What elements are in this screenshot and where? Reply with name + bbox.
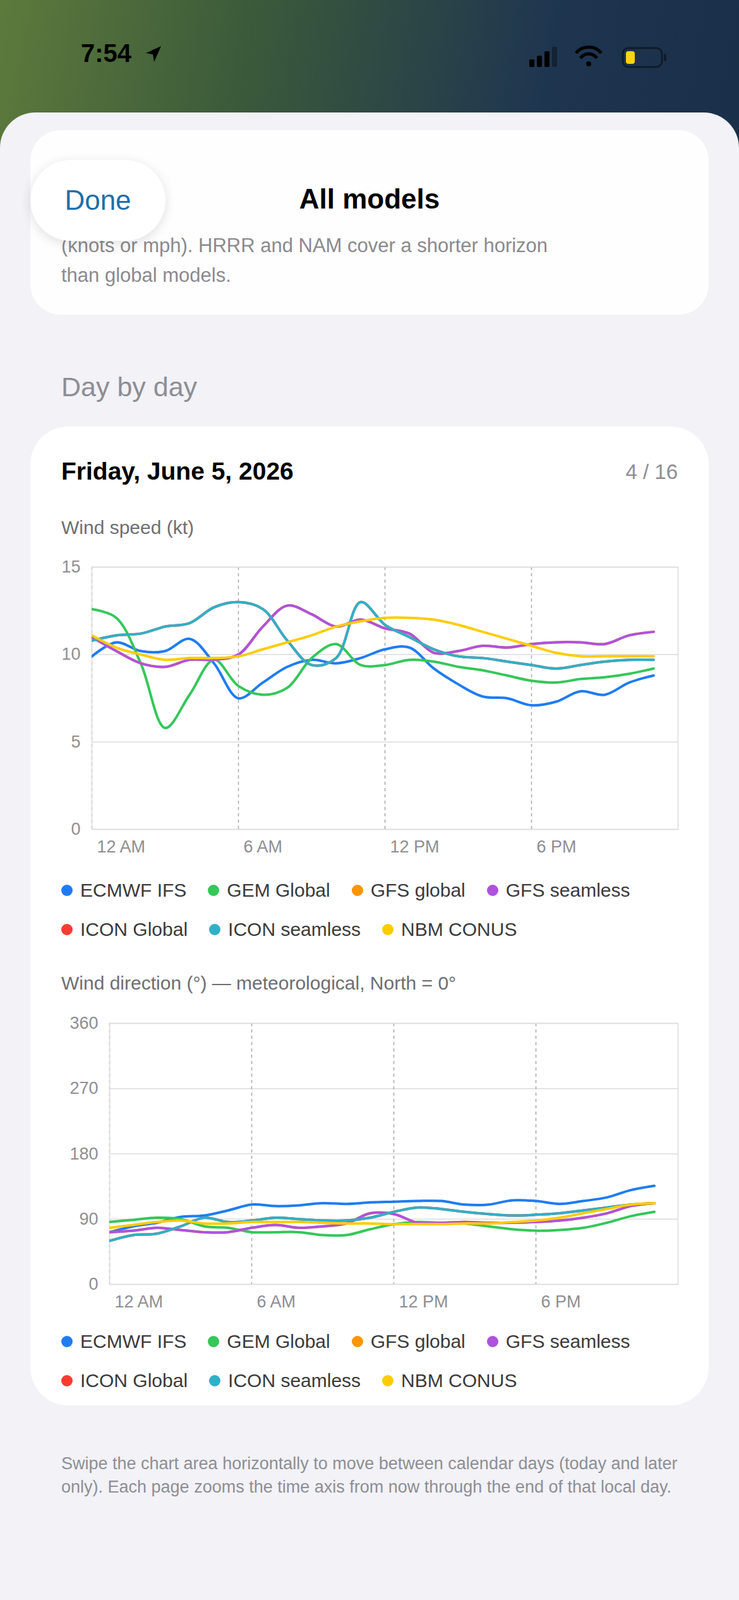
html-text:ECMWF IFS: ECMWF IFS bbox=[80, 879, 187, 901]
svg-text:270: 270 bbox=[69, 1078, 98, 1098]
svg-text:0: 0 bbox=[88, 1273, 98, 1293]
html-text:7:54: 7:54 bbox=[80, 39, 132, 67]
html-text:4 / 16: 4 / 16 bbox=[625, 459, 678, 484]
svg-text:15: 15 bbox=[61, 557, 81, 577]
html-text:ICON Global: ICON Global bbox=[80, 1369, 188, 1391]
svg-text:6 PM: 6 PM bbox=[536, 836, 577, 856]
html-text:NBM CONUS: NBM CONUS bbox=[401, 1369, 517, 1391]
svg-text:180: 180 bbox=[69, 1143, 98, 1163]
html-text:ICON seamless: ICON seamless bbox=[228, 918, 361, 940]
html-text:ICON Global: ICON Global bbox=[80, 918, 188, 940]
html-text:Done: Done bbox=[64, 184, 132, 216]
html-text:GEM Global: GEM Global bbox=[226, 879, 331, 901]
html-text:ICON seamless: ICON seamless bbox=[228, 1369, 361, 1391]
html-text:than global models.: than global models. bbox=[61, 264, 232, 287]
html-text:ECMWF IFS: ECMWF IFS bbox=[80, 1330, 187, 1352]
svg-text:12 PM: 12 PM bbox=[390, 836, 440, 856]
html-text:Day by day: Day by day bbox=[61, 371, 198, 402]
html-text:Friday, June 5, 2026: Friday, June 5, 2026 bbox=[61, 457, 294, 485]
svg-text:90: 90 bbox=[78, 1208, 98, 1228]
html-text:Wind speed (kt): Wind speed (kt) bbox=[61, 516, 194, 538]
svg-text:6 AM: 6 AM bbox=[257, 1291, 297, 1311]
svg-text:12 PM: 12 PM bbox=[399, 1291, 449, 1311]
html-text:NBM CONUS: NBM CONUS bbox=[401, 918, 517, 940]
svg-text:12 AM: 12 AM bbox=[114, 1291, 164, 1311]
svg-text:10: 10 bbox=[61, 644, 81, 664]
html-text:All models: All models bbox=[299, 183, 440, 215]
html-text:GFS seamless: GFS seamless bbox=[505, 879, 631, 901]
svg-text:360: 360 bbox=[69, 1013, 98, 1033]
svg-text:5: 5 bbox=[70, 732, 81, 752]
html-text:GFS global: GFS global bbox=[370, 879, 466, 901]
svg-text:12 AM: 12 AM bbox=[97, 836, 146, 856]
html-text:Wind direction (°) — meteorolo: Wind direction (°) — meteorological, Nor… bbox=[61, 972, 457, 993]
svg-text:6 PM: 6 PM bbox=[541, 1291, 582, 1311]
html-text:(knots or mph). HRRR and NAM c: (knots or mph). HRRR and NAM cover a sho… bbox=[61, 234, 548, 257]
html-text:GEM Global: GEM Global bbox=[226, 1330, 331, 1352]
html-text:Swipe the chart area horizonta: Swipe the chart area horizontally to mov… bbox=[61, 1453, 678, 1496]
html-text:GFS global: GFS global bbox=[370, 1330, 466, 1352]
svg-text:6 AM: 6 AM bbox=[243, 836, 283, 856]
html-text:GFS seamless: GFS seamless bbox=[505, 1330, 631, 1352]
svg-text:0: 0 bbox=[70, 819, 81, 839]
